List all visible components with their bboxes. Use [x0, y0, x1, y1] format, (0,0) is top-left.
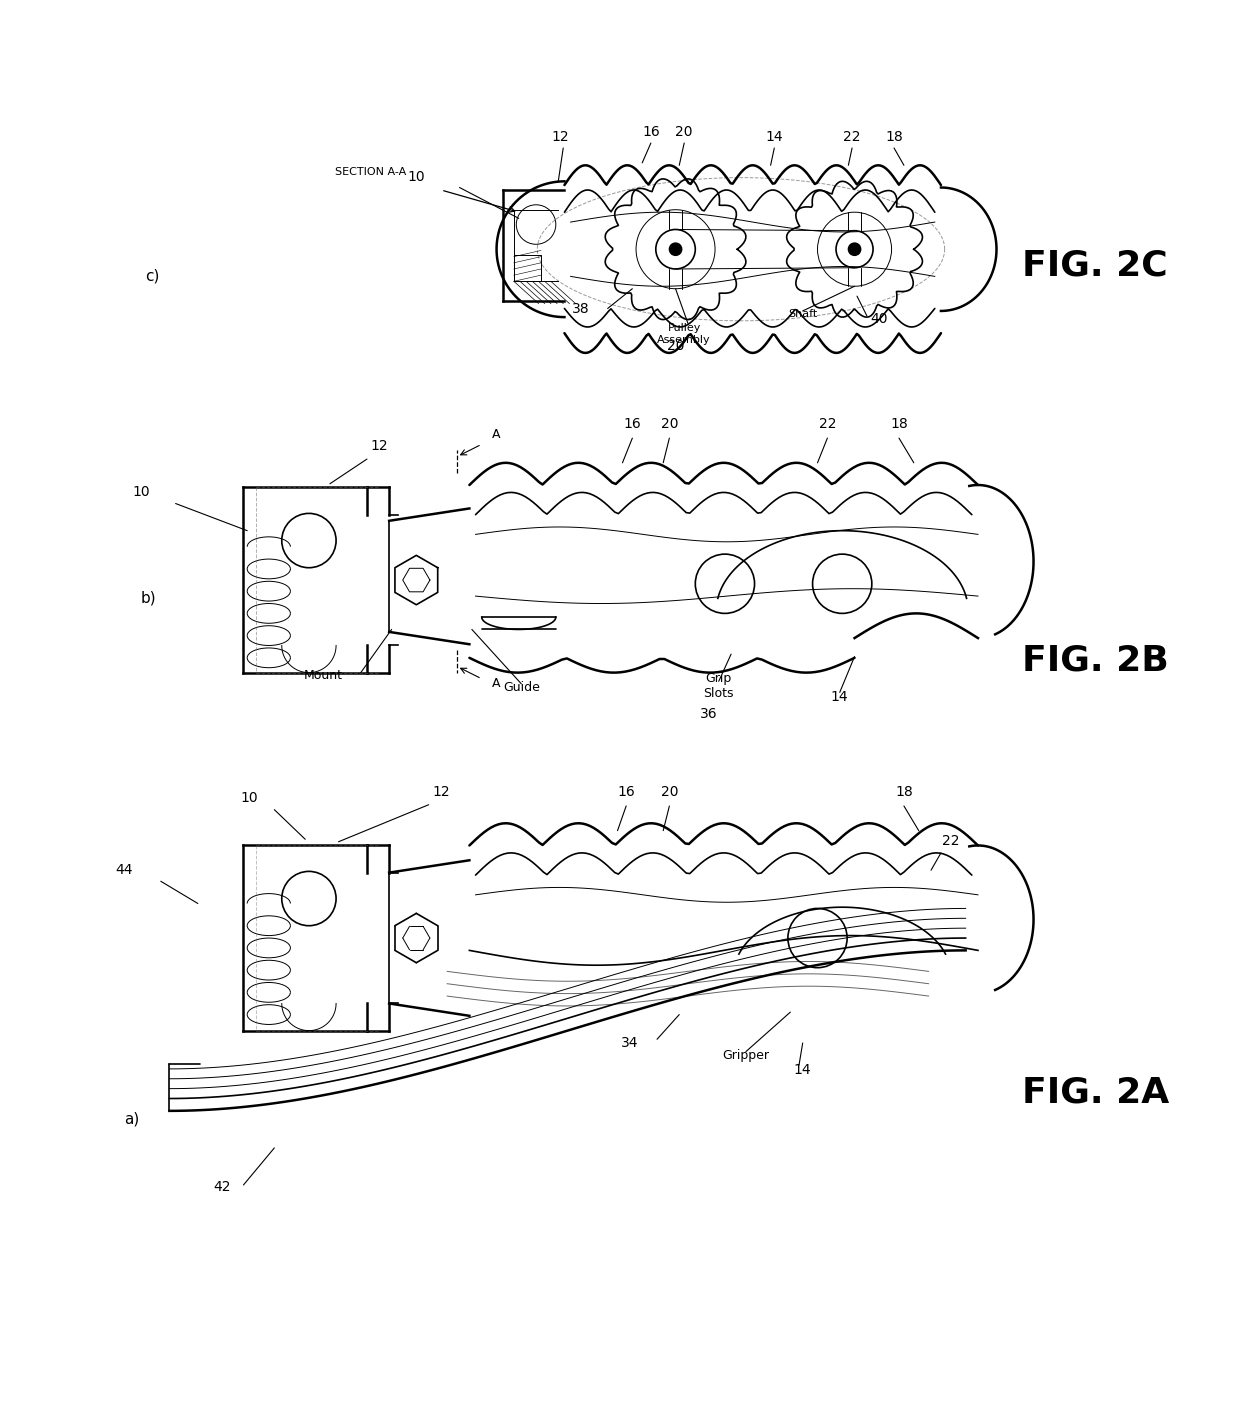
Text: 20: 20: [667, 339, 684, 353]
Text: FIG. 2A: FIG. 2A: [1022, 1075, 1169, 1109]
Text: 36: 36: [701, 708, 718, 722]
Text: SECTION A-A: SECTION A-A: [335, 167, 407, 177]
Text: A: A: [491, 428, 500, 440]
Text: FIG. 2B: FIG. 2B: [1022, 643, 1168, 677]
Text: c): c): [145, 269, 159, 283]
Text: Mount: Mount: [304, 668, 343, 682]
Text: 20: 20: [661, 785, 678, 799]
Circle shape: [670, 243, 682, 256]
Text: 10: 10: [133, 485, 150, 499]
Text: 44: 44: [115, 862, 133, 877]
Text: 22: 22: [818, 418, 836, 431]
Text: FIG. 2C: FIG. 2C: [1023, 248, 1168, 283]
Text: 10: 10: [408, 170, 425, 184]
Text: 22: 22: [942, 834, 960, 848]
Text: 18: 18: [885, 129, 903, 144]
Text: 10: 10: [241, 791, 258, 805]
Text: a): a): [124, 1112, 139, 1126]
Text: 34: 34: [621, 1036, 639, 1050]
Text: 14: 14: [831, 689, 848, 704]
Text: 18: 18: [890, 418, 908, 431]
Text: 18: 18: [895, 785, 913, 799]
Text: Guide: Guide: [502, 681, 539, 694]
Text: b): b): [141, 591, 156, 605]
Text: 20: 20: [661, 418, 678, 431]
Text: 12: 12: [371, 439, 388, 453]
Text: 20: 20: [676, 125, 693, 139]
Text: 16: 16: [642, 125, 660, 139]
Text: 22: 22: [843, 129, 861, 144]
Text: A: A: [491, 677, 500, 691]
Text: 12: 12: [552, 129, 569, 144]
Text: 14: 14: [794, 1062, 811, 1076]
Circle shape: [848, 243, 861, 256]
Text: Gripper: Gripper: [723, 1050, 769, 1062]
Text: 16: 16: [618, 785, 635, 799]
Text: 42: 42: [213, 1180, 231, 1195]
Text: 40: 40: [870, 312, 888, 326]
Text: 12: 12: [433, 785, 450, 799]
Text: 16: 16: [624, 418, 641, 431]
Text: Pulley
Assembly: Pulley Assembly: [657, 324, 711, 345]
Text: 38: 38: [572, 303, 589, 317]
Text: 14: 14: [765, 129, 784, 144]
Text: Grip
Slots: Grip Slots: [703, 673, 734, 701]
Text: Shaft: Shaft: [789, 310, 817, 319]
